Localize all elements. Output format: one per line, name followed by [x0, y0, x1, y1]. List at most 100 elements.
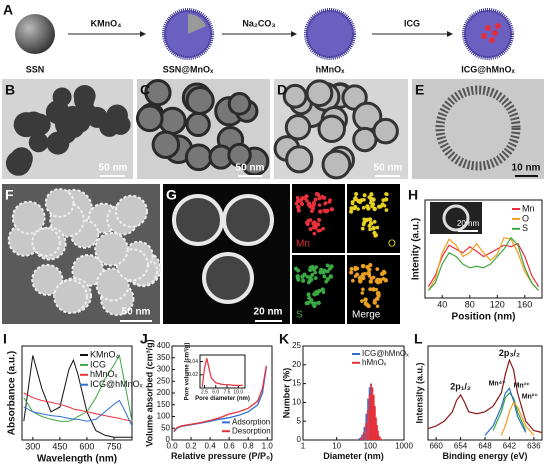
element-dot [381, 276, 386, 281]
element-dot [306, 222, 310, 226]
element-dot [315, 222, 321, 227]
element-dot [360, 226, 365, 231]
y-tick-label: 0 [166, 435, 171, 444]
panel-letter: A [3, 2, 13, 18]
element-dot [360, 275, 366, 281]
element-dot [305, 199, 309, 203]
bar [358, 438, 361, 440]
plot-frame [21, 345, 133, 441]
particle [11, 200, 46, 235]
element-dot [313, 223, 317, 228]
element-dot [329, 207, 335, 212]
element-dot [306, 280, 311, 285]
element-dot [381, 198, 386, 203]
x-tick-label: 654 [454, 442, 468, 451]
element-dot [349, 270, 354, 275]
legend-label: ICG@hMnOₓ [362, 349, 409, 358]
bar [380, 438, 383, 440]
element-dot [380, 202, 385, 207]
scale-label: 50 nm [99, 163, 128, 174]
particle [202, 252, 254, 304]
x-tick-label: 10.0 [233, 389, 243, 395]
annotation: Mn³⁺ [514, 382, 530, 389]
particle [321, 149, 352, 180]
map-label: Merge [352, 310, 381, 321]
element-dot [368, 279, 374, 284]
element-dot [313, 276, 318, 281]
y-tick-label: 15 [292, 379, 301, 388]
element-dot [313, 292, 317, 296]
line-series [500, 401, 535, 436]
element-dot [312, 220, 317, 225]
panel-letter: E [415, 82, 424, 98]
scale-label: 20 nm [254, 307, 283, 318]
annotation: Mn²⁺ [522, 394, 538, 401]
x-tick-label: 7.5 [224, 389, 231, 395]
tem-image [412, 79, 544, 179]
line-series [427, 358, 543, 434]
panel-letter: C [140, 82, 150, 98]
element-dot [296, 204, 301, 210]
x-tick-label: 450 [52, 442, 67, 452]
element-dot [324, 201, 328, 205]
annotation: Mn⁴⁺ [489, 380, 507, 387]
y-tick-label: 400 [157, 341, 171, 350]
y-axis-label: Pore volume (cm³/g) [184, 343, 191, 401]
particle [144, 78, 172, 107]
x-tick-label: 600 [79, 442, 94, 452]
x-tick-label: 1000 [395, 442, 413, 451]
panel-letter: D [277, 82, 287, 98]
x-axis-label: Wavelength (nm) [37, 454, 117, 465]
element-dot [317, 196, 322, 201]
scale-label: 50 nm [374, 163, 403, 174]
element-dot [348, 209, 354, 214]
element-dot [350, 278, 355, 283]
plot-frame [199, 354, 246, 389]
reagent: Na₂CO₃ [242, 18, 275, 28]
particle [282, 83, 308, 109]
element-dot [353, 265, 358, 270]
element-dot [365, 204, 370, 209]
y-tick-label: 20 [292, 360, 301, 369]
element-dot [324, 279, 328, 284]
element-dot [312, 203, 316, 207]
legend-label: S [522, 223, 528, 233]
bar [374, 406, 376, 440]
annotation: 2p₃/₂ [499, 348, 520, 358]
particle [135, 104, 164, 133]
x-tick-label: 0.6 [224, 442, 236, 451]
particle [442, 204, 470, 232]
element-dot [371, 197, 376, 202]
particle [185, 85, 215, 116]
element-dot [369, 192, 374, 197]
element-dot [322, 195, 327, 200]
x-tick-label: 2.5 [201, 389, 208, 395]
element-dot [308, 227, 313, 232]
element-dot [307, 201, 312, 206]
element-dot [374, 287, 379, 292]
particle [74, 90, 95, 111]
icg-hmnox-sphere [462, 8, 514, 60]
element-dot [361, 287, 365, 292]
legend-label: hMnOₓ [362, 358, 387, 367]
element-dot [317, 203, 322, 207]
scale-label: 10 nm [512, 163, 541, 174]
element-dot [301, 278, 306, 283]
element-dot [308, 204, 313, 209]
particle [227, 91, 252, 116]
x-axis-label: Diameter (nm) [323, 451, 384, 461]
panel-letter: I [3, 331, 7, 347]
element-dot [354, 192, 359, 196]
element-dot [310, 272, 315, 277]
legend-label: Adsorption [232, 418, 270, 427]
element-dot [360, 263, 366, 269]
y-axis-label: Volume absorbed (cm³/g) [144, 339, 154, 446]
element-dot [370, 204, 375, 209]
element-dot [318, 209, 323, 214]
element-dot [357, 276, 362, 280]
line-series [427, 236, 540, 291]
element-dot [360, 291, 365, 295]
element-dot [296, 198, 301, 204]
bar [378, 436, 381, 440]
element-dot [322, 268, 327, 273]
